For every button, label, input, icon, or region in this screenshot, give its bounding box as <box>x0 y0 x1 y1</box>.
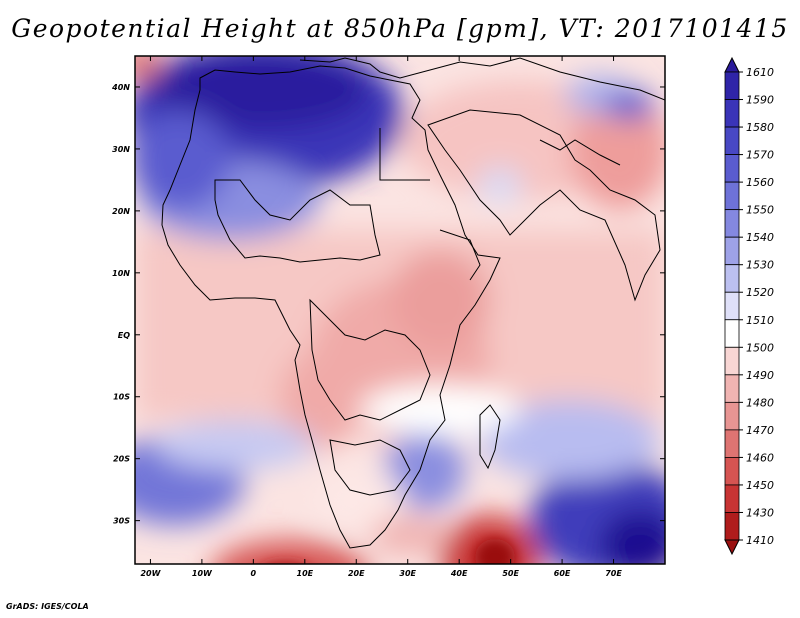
colorbar-box <box>724 457 740 486</box>
x-tick-label: 30E <box>399 569 416 578</box>
y-tick-label: 20S <box>113 455 130 464</box>
map-title: Geopotential Height at 850hPa [gpm], VT:… <box>11 14 789 43</box>
egypt-border <box>379 128 430 181</box>
colorbar-label: 1610 <box>746 66 774 79</box>
colorbar-box <box>724 346 740 376</box>
colorbar-box <box>724 429 740 458</box>
y-tick-label: 30S <box>113 517 130 526</box>
africa-outline <box>161 65 501 549</box>
colorbar-box <box>724 154 740 183</box>
colorbar-label: 1490 <box>746 369 774 382</box>
colorbar-label: 1460 <box>746 451 774 464</box>
colorbar-box <box>724 374 740 403</box>
x-tick-label: 40E <box>450 569 468 578</box>
x-tick-label: 20E <box>348 569 365 578</box>
colorbar-box <box>724 181 740 211</box>
colorbar-label: 1570 <box>746 149 774 162</box>
colorbar-label: 1510 <box>746 314 774 327</box>
colorbar-box <box>724 512 740 541</box>
field-blobs <box>135 56 665 564</box>
horn-borders <box>439 229 481 281</box>
europe-coast <box>299 57 665 101</box>
central-borders <box>309 298 431 421</box>
x-tick-label: 70E <box>605 569 622 578</box>
y-tick-label: 30N <box>112 145 130 154</box>
colorbar-box <box>724 319 740 348</box>
x-tick-label: 20W <box>140 569 161 578</box>
y-tick-label: 20N <box>112 207 130 216</box>
iran-borders <box>539 139 621 166</box>
colorbar-box <box>724 264 740 293</box>
colorbar-label: 1530 <box>746 259 774 272</box>
colorbar-box <box>724 126 740 155</box>
colorbar-top-arrow <box>724 56 740 73</box>
coastlines <box>161 57 665 549</box>
y-tick-label: 40N <box>111 83 130 92</box>
x-tick-label: 10E <box>297 569 314 578</box>
axes: 20W 10W 0 10E 20E 30E 40E 50E 60E 70E 40N 30N 20N 10N… <box>111 56 665 578</box>
colorbar-box <box>724 209 740 238</box>
colorbar-box <box>724 71 740 100</box>
asia-outline <box>427 109 661 302</box>
southern-borders <box>329 439 411 496</box>
colorbar-box <box>724 401 740 431</box>
colorbar-label: 1590 <box>746 94 774 107</box>
colorbar-label: 1450 <box>746 479 774 492</box>
x-tick-label: 0 <box>251 569 257 578</box>
colorbar-label: 1560 <box>746 176 774 189</box>
madagascar-outline <box>479 404 501 470</box>
colorbar-label: 1480 <box>746 396 774 409</box>
x-tick-label: 10W <box>192 569 213 578</box>
colorbar-label: 1580 <box>746 121 774 134</box>
plot-frame <box>134 55 666 565</box>
colorbar-label: 1410 <box>746 534 774 547</box>
grads-credit: GrADS: IGES/COLA <box>6 602 89 611</box>
colorbar-label: 1500 <box>746 341 774 354</box>
colorbar-label: 1470 <box>746 424 774 437</box>
y-tick-label: 10N <box>112 269 130 278</box>
colorbar-label: 1540 <box>746 231 774 244</box>
colorbar-box <box>724 236 740 266</box>
colorbar-box <box>724 99 740 128</box>
y-tick-label: 10S <box>113 393 130 402</box>
colorbar-label: 1520 <box>746 286 774 299</box>
y-tick-label: EQ <box>118 331 130 340</box>
colorbar-label: 1430 <box>746 506 774 519</box>
sahel-borders <box>214 179 381 263</box>
colorbar-box <box>724 484 740 513</box>
colorbar-box <box>724 291 740 321</box>
colorbar-bottom-arrow <box>724 539 740 556</box>
x-tick-label: 60E <box>554 569 571 578</box>
colorbar: 1610 1590 1580 1570 1560 1550 1540 1530 1520 1510… <box>724 56 774 556</box>
colorbar-label: 1550 <box>746 204 774 217</box>
x-tick-label: 50E <box>502 569 519 578</box>
